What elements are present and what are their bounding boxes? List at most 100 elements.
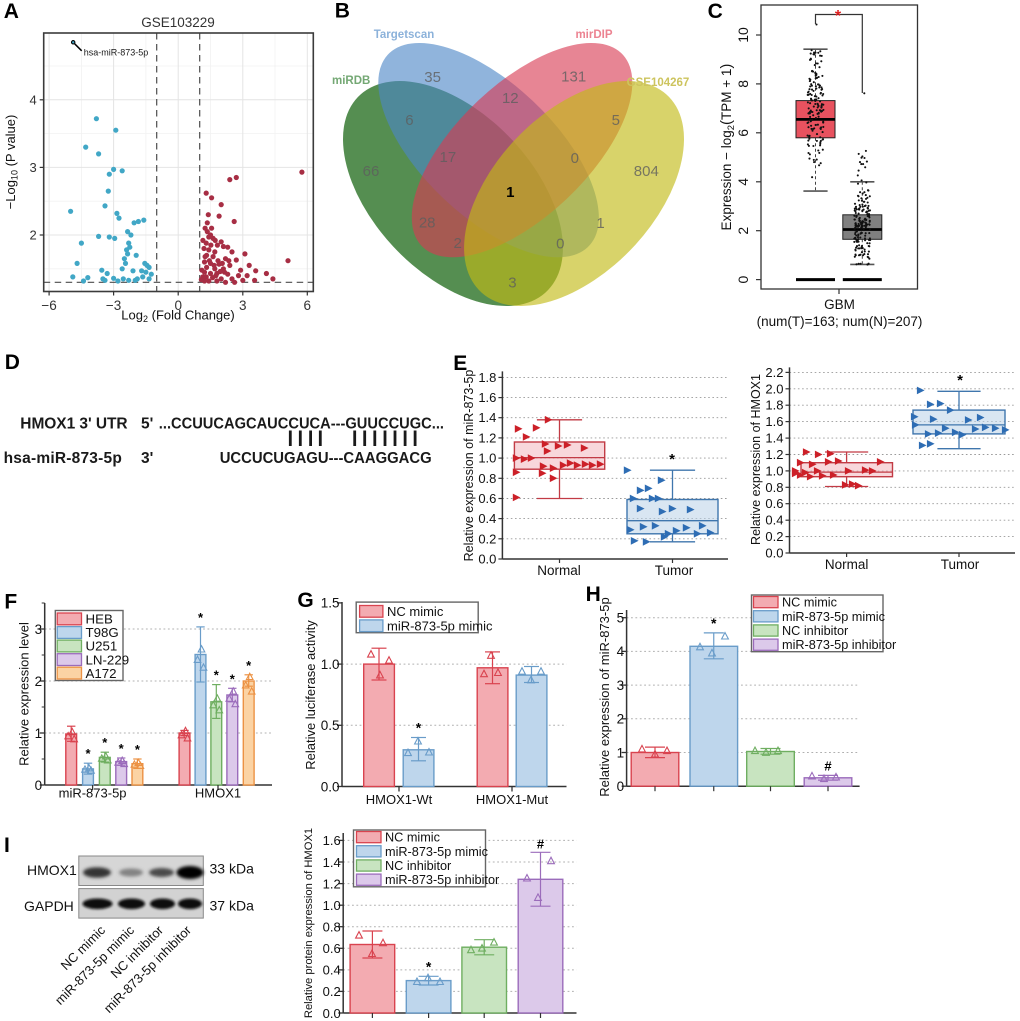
svg-text:5': 5': [141, 415, 153, 432]
svg-text:0: 0: [571, 150, 579, 167]
svg-text:2.0: 2.0: [765, 381, 783, 396]
svg-text:−3: −3: [106, 298, 121, 313]
svg-text:*: *: [135, 742, 141, 757]
svg-text:U251: U251: [86, 639, 118, 654]
svg-text:2: 2: [35, 674, 43, 689]
svg-text:4: 4: [617, 644, 625, 659]
svg-text:0.8: 0.8: [765, 480, 783, 495]
svg-text:0.6: 0.6: [478, 491, 496, 506]
svg-text:4: 4: [735, 178, 751, 186]
svg-text:HMOX1: HMOX1: [27, 862, 77, 878]
svg-text:1.8: 1.8: [765, 398, 783, 413]
svg-text:HMOX1-Wt: HMOX1-Wt: [366, 792, 433, 807]
svg-text:1.6: 1.6: [323, 833, 341, 848]
svg-text:1.5: 1.5: [321, 596, 340, 611]
svg-text:I: I: [4, 834, 10, 857]
svg-text:6: 6: [735, 129, 751, 137]
svg-text:miR-873-5p inhibitor: miR-873-5p inhibitor: [782, 638, 897, 652]
svg-text:37 kDa: 37 kDa: [210, 898, 255, 914]
svg-text:35: 35: [424, 69, 441, 86]
svg-text:C: C: [708, 0, 723, 23]
svg-text:0.0: 0.0: [323, 1006, 341, 1021]
svg-text:NC inhibitor: NC inhibitor: [385, 859, 452, 873]
svg-text:0: 0: [617, 779, 625, 794]
svg-text:0.2: 0.2: [478, 531, 496, 546]
svg-text:miR-873-5p inhibitor: miR-873-5p inhibitor: [385, 873, 500, 887]
svg-text:2: 2: [735, 227, 751, 235]
svg-text:1.6: 1.6: [765, 414, 783, 429]
svg-text:8: 8: [735, 80, 751, 88]
svg-text:*: *: [711, 615, 717, 631]
svg-text:#: #: [537, 836, 545, 851]
svg-text:3: 3: [35, 622, 43, 637]
svg-text:*: *: [416, 720, 422, 736]
svg-text:(num(T)=163; num(N)=207): (num(T)=163; num(N)=207): [757, 314, 923, 329]
svg-text:1.2: 1.2: [323, 876, 341, 891]
svg-text:1.0: 1.0: [765, 463, 783, 478]
svg-text:10: 10: [735, 27, 751, 43]
svg-text:0.0: 0.0: [765, 546, 783, 561]
svg-text:Normal: Normal: [825, 557, 869, 572]
svg-text:*: *: [85, 746, 91, 761]
svg-text:H: H: [586, 585, 601, 606]
svg-text:1.2: 1.2: [765, 447, 783, 462]
svg-text:hsa-miR-873-5p: hsa-miR-873-5p: [84, 47, 149, 57]
svg-text:F: F: [4, 591, 17, 614]
svg-text:Normal: Normal: [537, 563, 581, 578]
svg-text:Relative expression of miR-873: Relative expression of miR-873-5p: [462, 370, 476, 562]
svg-text:*: *: [230, 671, 236, 686]
svg-text:1.0: 1.0: [478, 451, 496, 466]
svg-text:Relative expression of HMOX1: Relative expression of HMOX1: [749, 374, 763, 545]
svg-text:G: G: [297, 589, 313, 612]
svg-text:0.8: 0.8: [323, 920, 341, 935]
svg-text:131: 131: [561, 69, 586, 86]
svg-text:*: *: [426, 958, 432, 974]
svg-text:UCCUCUGAGU---CAAGGACG: UCCUCUGAGU---CAAGGACG: [220, 450, 432, 467]
svg-text:Tumor: Tumor: [941, 557, 980, 572]
svg-text:3': 3': [141, 450, 153, 467]
svg-text:D: D: [5, 351, 20, 374]
svg-text:Tumor: Tumor: [655, 563, 694, 578]
svg-text:miR-873-5p mimic: miR-873-5p mimic: [782, 610, 886, 624]
svg-text:GSE103229: GSE103229: [141, 15, 215, 30]
svg-text:*: *: [669, 451, 675, 468]
svg-text:0.6: 0.6: [765, 496, 783, 511]
svg-text:1.2: 1.2: [478, 430, 496, 445]
svg-text:6: 6: [304, 298, 312, 313]
svg-text:NC mimic: NC mimic: [387, 604, 444, 619]
svg-text:NC mimic: NC mimic: [782, 596, 838, 610]
svg-text:1: 1: [506, 184, 514, 201]
svg-text:miR-873-5p mimic: miR-873-5p mimic: [385, 845, 489, 859]
svg-text:3: 3: [508, 274, 516, 291]
svg-text:0.4: 0.4: [323, 963, 341, 978]
svg-text:1.4: 1.4: [478, 410, 496, 425]
svg-text:Relative protein expression of: Relative protein expression of HMOX1: [303, 828, 315, 1018]
svg-text:1.8: 1.8: [478, 370, 496, 385]
svg-text:*: *: [835, 8, 842, 25]
svg-text:1.4: 1.4: [323, 855, 341, 870]
svg-text:*: *: [102, 735, 108, 750]
svg-text:17: 17: [440, 149, 457, 166]
svg-text:0.8: 0.8: [478, 471, 496, 486]
svg-text:0.5: 0.5: [321, 718, 340, 733]
svg-text:Expression − log2(TPM + 1): Expression − log2(TPM + 1): [718, 64, 737, 231]
svg-text:Relative expression of miR-873: Relative expression of miR-873-5p: [597, 597, 612, 796]
svg-text:1.0: 1.0: [321, 657, 340, 672]
svg-text:Targetscan: Targetscan: [374, 29, 435, 41]
svg-text:*: *: [246, 658, 252, 673]
svg-text:*: *: [957, 372, 963, 389]
svg-text:mirDIP: mirDIP: [575, 29, 612, 41]
svg-text:3: 3: [239, 298, 247, 313]
svg-text:1.4: 1.4: [765, 431, 783, 446]
svg-text:*: *: [214, 668, 220, 683]
svg-text:2: 2: [454, 235, 462, 252]
svg-text:E: E: [453, 352, 467, 375]
svg-text:1.0: 1.0: [323, 898, 341, 913]
svg-text:A: A: [4, 0, 19, 23]
svg-text:#: #: [824, 758, 832, 773]
svg-text:−Log10 (P value): −Log10 (P value): [3, 115, 20, 210]
svg-text:3: 3: [29, 160, 36, 175]
svg-text:miR-873-5p mimic: miR-873-5p mimic: [387, 618, 493, 633]
svg-text:804: 804: [634, 163, 659, 180]
svg-text:0.2: 0.2: [323, 984, 341, 999]
